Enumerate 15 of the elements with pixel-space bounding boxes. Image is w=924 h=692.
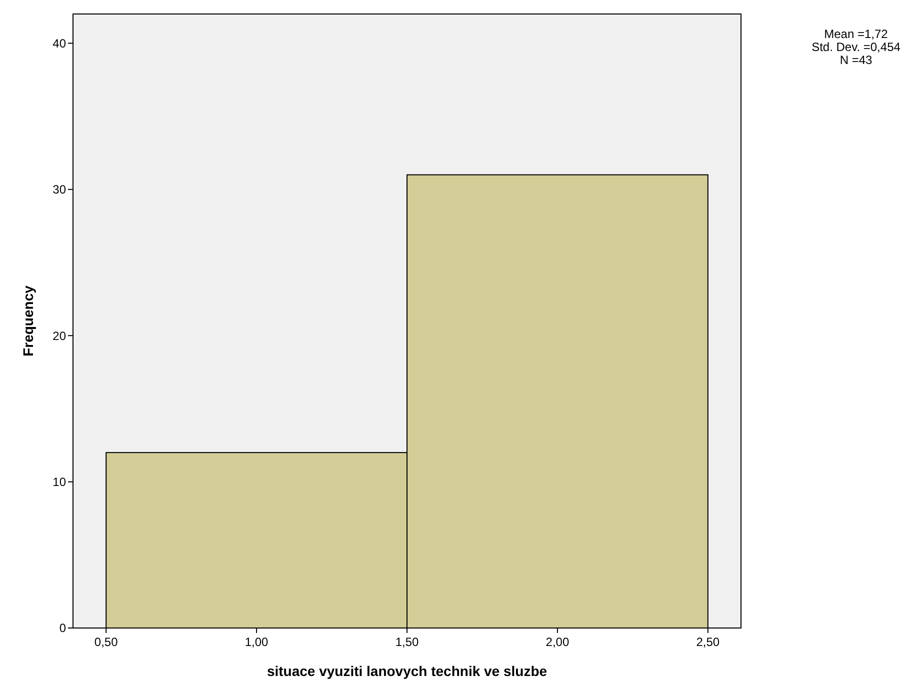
text: Std. Dev. =0,454 (812, 40, 901, 54)
text: N =43 (840, 53, 872, 67)
y-tick-label: 10 (52, 475, 66, 490)
x-tick-label: 1,00 (244, 635, 269, 649)
y-tick-label: 40 (52, 36, 66, 50)
x-tick-label: 1,50 (395, 635, 419, 649)
y-tick-label: 0 (59, 621, 66, 636)
x-tick-label: 2,50 (696, 635, 720, 649)
text: Mean =1,72 (824, 27, 888, 41)
y-tick-label: 20 (52, 328, 66, 343)
x-tick-label: 2,00 (546, 635, 570, 649)
x-axis-title: situace vyuziti lanovych technik ve sluzbe (266, 663, 548, 679)
x-tick-label: 0,50 (94, 635, 118, 649)
y-axis-title: Frequency (20, 285, 36, 356)
y-tick-label: 30 (52, 182, 66, 197)
